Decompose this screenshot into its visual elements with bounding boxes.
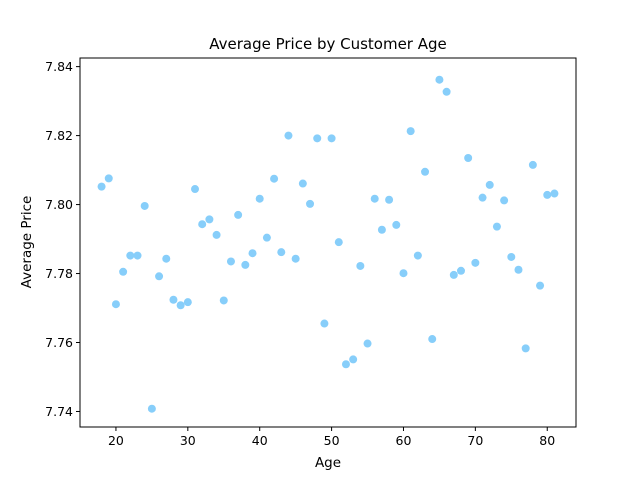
data-point (413, 251, 422, 260)
data-point (442, 87, 451, 96)
data-point (492, 222, 501, 231)
data-point (176, 301, 185, 310)
y-tick-label: 7.84 (45, 59, 73, 74)
y-axis-label: Average Price (19, 196, 35, 289)
data-point (147, 404, 156, 413)
data-point (464, 154, 473, 163)
data-point (234, 210, 243, 219)
data-point (111, 300, 120, 309)
data-point (334, 238, 343, 247)
data-points (97, 75, 559, 413)
data-point (536, 281, 545, 290)
data-point (392, 220, 401, 229)
data-point (169, 295, 178, 304)
data-point (212, 230, 221, 239)
data-point (500, 196, 509, 205)
data-point (406, 127, 415, 136)
data-point (320, 319, 329, 328)
data-point (521, 344, 530, 353)
data-point (162, 254, 171, 263)
y-tick-label: 7.74 (45, 404, 73, 419)
data-point (349, 355, 358, 364)
y-tick-label: 7.82 (45, 128, 73, 143)
x-axis: 20 30 40 50 60 70 80 (108, 427, 555, 448)
data-point (183, 298, 192, 307)
y-tick-label: 7.76 (45, 335, 73, 350)
data-point (385, 195, 394, 204)
data-point (456, 266, 465, 275)
x-tick-label: 50 (324, 433, 340, 448)
data-point (514, 265, 523, 274)
y-tick-label: 7.80 (45, 197, 73, 212)
data-point (248, 249, 257, 258)
data-point (528, 160, 537, 169)
data-point (363, 339, 372, 348)
data-point (198, 220, 207, 229)
data-point (255, 194, 264, 203)
x-tick-label: 80 (539, 433, 555, 448)
data-point (478, 193, 487, 202)
data-point (270, 174, 279, 183)
x-tick-label: 20 (108, 433, 124, 448)
x-tick-label: 70 (467, 433, 483, 448)
data-point (428, 335, 437, 344)
data-point (507, 252, 516, 261)
x-tick-label: 40 (252, 433, 268, 448)
data-point (262, 233, 271, 242)
data-point (191, 185, 200, 194)
data-point (226, 257, 235, 266)
data-point (421, 167, 430, 176)
data-point (485, 180, 494, 189)
data-point (291, 254, 300, 263)
data-point (219, 296, 228, 305)
data-point (104, 174, 113, 183)
data-point (399, 269, 408, 278)
data-point (97, 182, 106, 191)
data-point (133, 251, 142, 260)
data-point (284, 131, 293, 140)
data-point (341, 360, 350, 369)
data-point (155, 272, 164, 281)
data-point (205, 215, 214, 224)
data-point (471, 258, 480, 267)
chart-title: Average Price by Customer Age (209, 35, 447, 53)
data-point (377, 225, 386, 234)
data-point (277, 248, 286, 257)
plot-frame (79, 57, 577, 428)
data-point (119, 267, 128, 276)
x-tick-label: 60 (396, 433, 412, 448)
y-axis: 7.74 7.76 7.78 7.80 7.82 7.84 (45, 59, 80, 419)
data-point (435, 75, 444, 84)
x-tick-label: 30 (180, 433, 196, 448)
data-point (543, 190, 552, 199)
data-point (449, 270, 458, 279)
x-axis-label: Age (315, 455, 341, 471)
data-point (306, 199, 315, 208)
data-point (356, 261, 365, 270)
data-point (313, 134, 322, 143)
y-tick-label: 7.78 (45, 266, 73, 281)
data-point (140, 201, 149, 210)
data-point (327, 134, 336, 143)
data-point (550, 189, 559, 198)
data-point (241, 260, 250, 269)
data-point (370, 194, 379, 203)
data-point (126, 251, 135, 260)
data-point (298, 179, 307, 188)
